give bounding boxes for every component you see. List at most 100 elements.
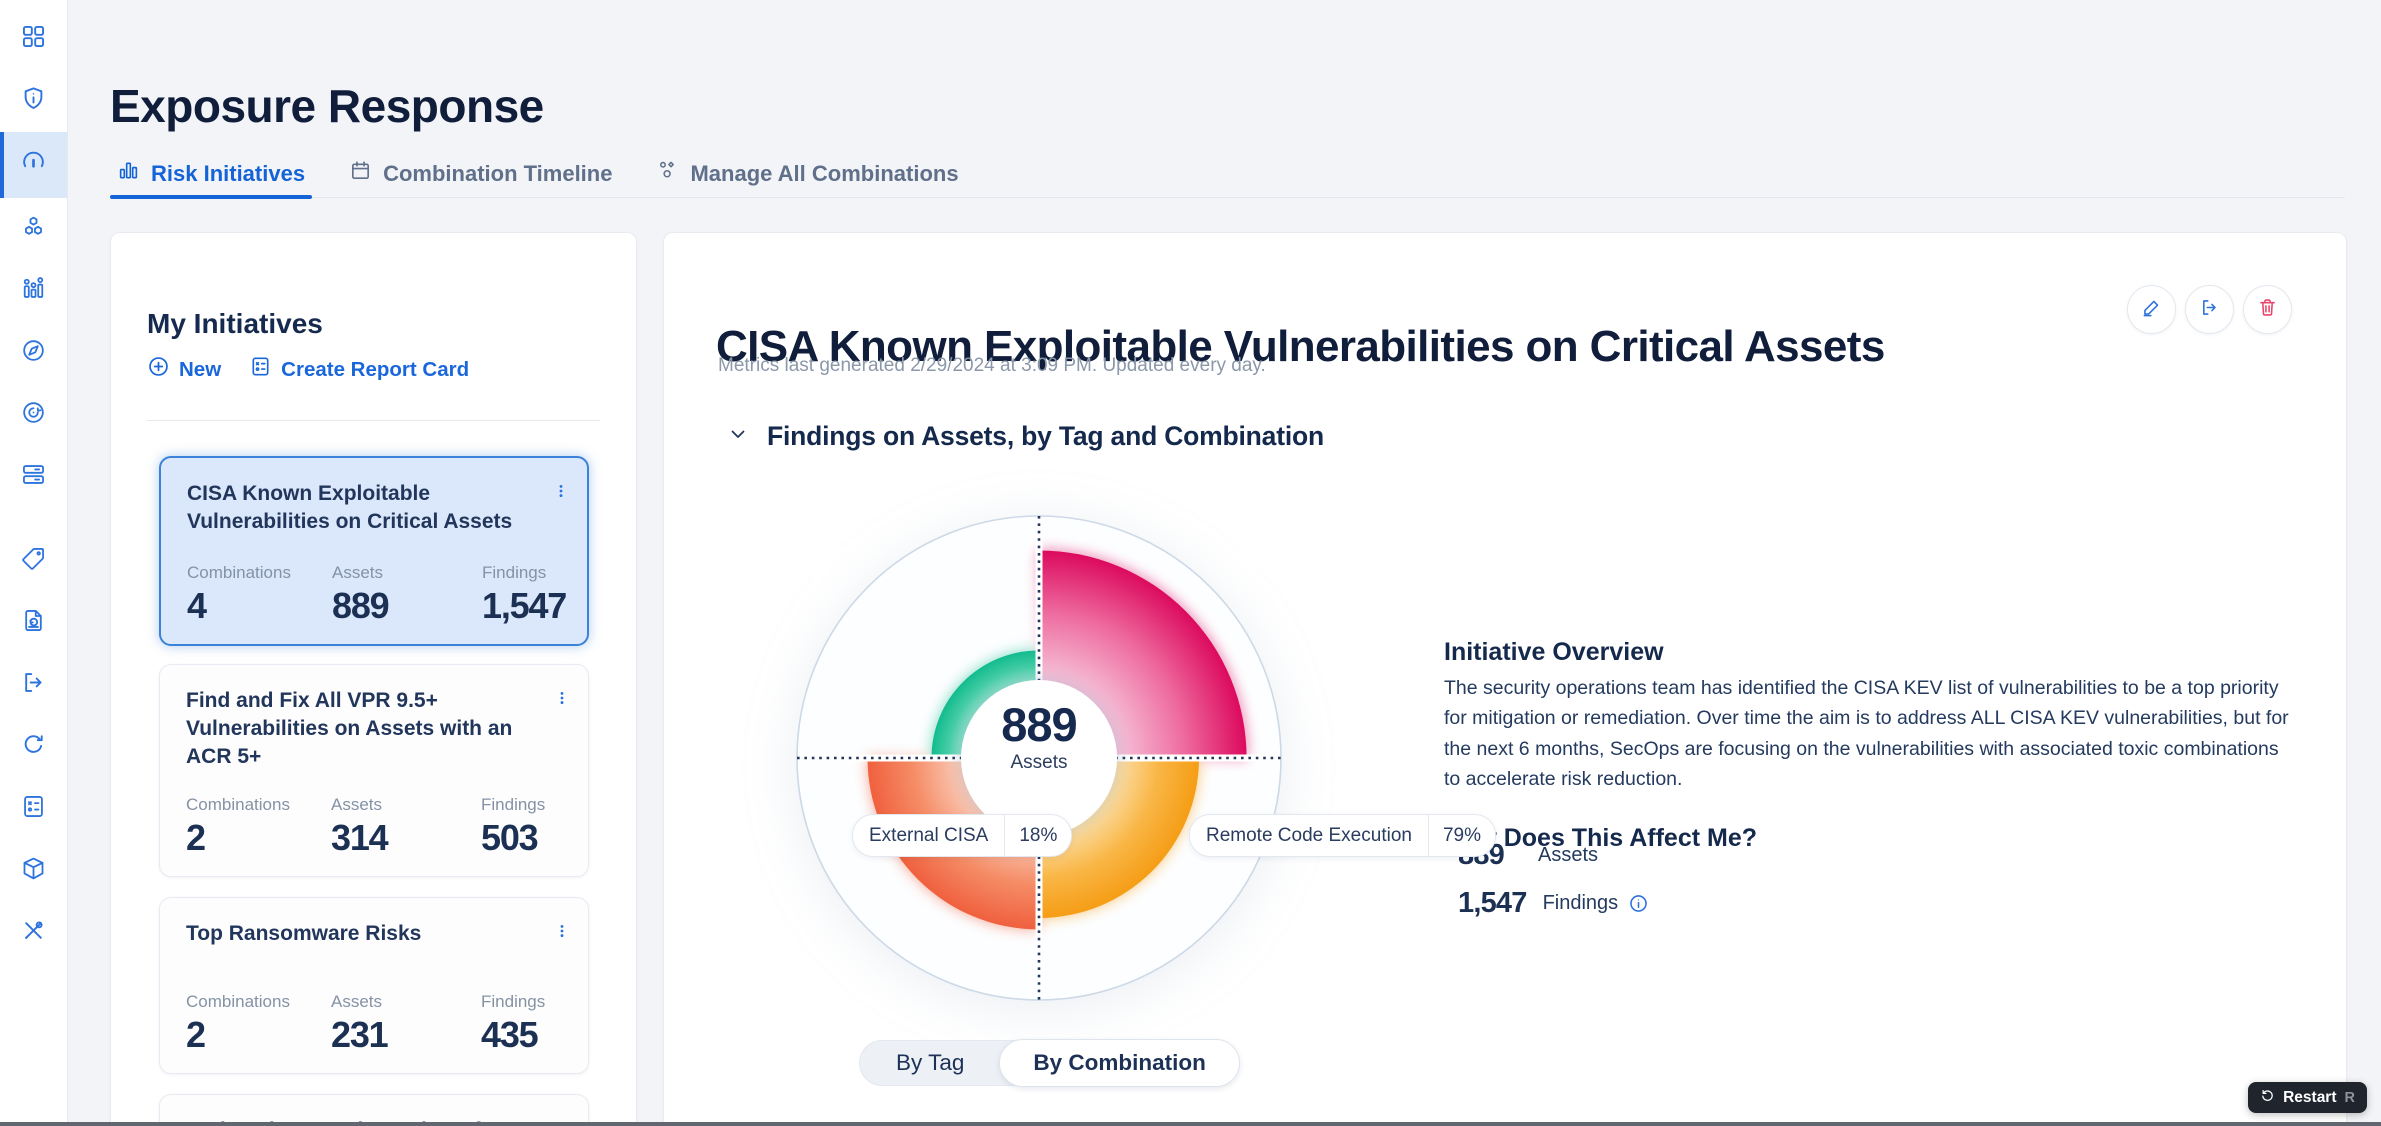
create-report-card-button[interactable]: Create Report Card xyxy=(249,355,469,384)
chevron-down-icon xyxy=(726,422,750,451)
affect-assets-label: Assets xyxy=(1538,844,1599,866)
edit-button[interactable] xyxy=(2127,285,2176,334)
sidebar-item-attack-path[interactable] xyxy=(0,198,67,260)
stat-label: Findings xyxy=(481,795,546,814)
report-card-icon xyxy=(249,355,272,384)
plus-circle-icon xyxy=(147,355,170,384)
stat-label: Combinations xyxy=(187,563,291,582)
assets-value: 314 xyxy=(331,817,389,858)
sidebar-item-tags[interactable] xyxy=(0,530,67,592)
quadrant-chart-svg xyxy=(796,515,1282,1001)
initiative-card-stats: Combinations 2 Assets 231 Findings 435 xyxy=(186,992,570,1053)
gauge-icon xyxy=(20,149,47,181)
sidebar-item-export[interactable] xyxy=(0,654,67,716)
section-title: Findings on Assets, by Tag and Combinati… xyxy=(767,421,1324,451)
toggle-by-tag[interactable]: By Tag xyxy=(896,1050,965,1075)
file-clock-icon xyxy=(20,607,47,639)
stat-label: Assets xyxy=(331,795,383,814)
assets-value: 231 xyxy=(331,1014,389,1055)
restart-label: Restart xyxy=(2283,1088,2337,1106)
tab-manage-all-combinations[interactable]: Manage All Combinations xyxy=(649,150,965,197)
segment-percent: 79% xyxy=(1427,815,1495,856)
initiative-card-stats: Combinations 2 Assets 314 Findings 503 xyxy=(186,795,570,856)
delete-button[interactable] xyxy=(2243,285,2292,334)
segment-label: Remote Code Execution xyxy=(1206,824,1412,846)
my-initiatives-panel: My Initiatives New Create Report Card CI… xyxy=(110,232,637,1126)
findings-section-header[interactable]: Findings on Assets, by Tag and Combinati… xyxy=(726,421,1324,452)
stat-label: Findings xyxy=(482,563,547,582)
tools-icon xyxy=(20,917,47,949)
bar-chart-icon xyxy=(117,159,140,188)
kebab-menu-icon[interactable] xyxy=(551,478,571,504)
new-initiative-button[interactable]: New xyxy=(147,355,221,384)
sidebar-item-settings-tools[interactable] xyxy=(0,902,67,964)
segment-pill-external-cisa[interactable]: External CISA 18% xyxy=(852,814,1073,857)
sidebar-item-assets[interactable] xyxy=(0,446,67,508)
combinations-value: 4 xyxy=(187,585,207,626)
sidebar-item-report-cards[interactable] xyxy=(0,778,67,840)
export-icon xyxy=(20,669,47,701)
combinations-value: 2 xyxy=(186,817,206,858)
page-title: Exposure Response xyxy=(110,79,544,132)
tab-label: Risk Initiatives xyxy=(151,160,306,186)
initiative-card[interactable]: CISA Known Exploitable Vulnerabilities o… xyxy=(159,456,589,646)
segment-percent: 18% xyxy=(1004,815,1071,856)
stat-label: Assets xyxy=(331,992,383,1011)
edit-pencil-icon xyxy=(2141,297,2162,323)
restart-shortcut: R xyxy=(2344,1089,2355,1106)
initiative-detail-title: CISA Known Exploitable Vulnerabilities o… xyxy=(716,321,1885,371)
affect-findings-value: 1,547 xyxy=(1458,887,1527,919)
affect-heading: How Does This Affect Me? xyxy=(1444,824,1757,852)
initiative-card[interactable]: Find and Fix All VPR 9.5+ Vulnerabilitie… xyxy=(159,664,589,877)
stat-label: Findings xyxy=(481,992,546,1011)
my-initiatives-heading: My Initiatives xyxy=(147,308,323,340)
affect-findings-label: Findings xyxy=(1542,892,1619,914)
restart-button[interactable]: Restart R xyxy=(2248,1082,2367,1113)
asset-chart-icon xyxy=(20,275,47,307)
affect-row-findings: 1,547 Findings xyxy=(1458,887,1649,920)
sidebar-item-exposure-response[interactable] xyxy=(0,132,67,198)
sidebar-item-inventory[interactable] xyxy=(0,260,67,322)
combinations-value: 2 xyxy=(186,1014,206,1055)
toggle-by-combination[interactable]: By Combination xyxy=(999,1039,1240,1087)
sidebar-item-reports[interactable] xyxy=(0,592,67,654)
report-card-icon xyxy=(20,793,47,825)
sidebar-item-findings[interactable] xyxy=(0,384,67,446)
sidebar-item-recast[interactable] xyxy=(0,716,67,778)
overview-text: The security operations team has identif… xyxy=(1444,676,2289,791)
findings-value: 435 xyxy=(481,1014,539,1055)
stat-label: Combinations xyxy=(186,992,290,1011)
overview-heading: Initiative Overview xyxy=(1444,638,1664,666)
initiative-detail-panel: CISA Known Exploitable Vulnerabilities o… xyxy=(663,232,2347,1126)
radar-icon xyxy=(20,399,47,431)
sidebar-item-packages[interactable] xyxy=(0,840,67,902)
sidebar xyxy=(0,0,68,1126)
stat-label: Assets xyxy=(332,563,384,582)
shield-info-icon xyxy=(20,85,47,117)
grid-icon xyxy=(20,23,47,55)
kebab-menu-icon[interactable] xyxy=(552,918,572,944)
sidebar-item-dashboards[interactable] xyxy=(0,8,67,70)
tab-risk-initiatives[interactable]: Risk Initiatives xyxy=(110,150,313,199)
segment-pill-remote-code-execution[interactable]: Remote Code Execution 79% xyxy=(1189,814,1496,857)
sidebar-item-exposure-view[interactable] xyxy=(0,70,67,132)
sidebar-item-explore[interactable] xyxy=(0,322,67,384)
export-button[interactable] xyxy=(2185,285,2234,334)
info-icon[interactable] xyxy=(1628,893,1649,914)
initiative-card-title: CISA Known Exploitable Vulnerabilities o… xyxy=(187,482,513,533)
kebab-menu-icon[interactable] xyxy=(552,685,572,711)
stat-label: Combinations xyxy=(186,795,290,814)
rotate-ccw-icon xyxy=(2260,1088,2275,1108)
new-label: New xyxy=(179,357,222,381)
calendar-icon xyxy=(349,159,372,188)
initiative-card[interactable]: Top Ransomware Risks Combinations 2 Asset… xyxy=(159,897,589,1074)
tab-combination-timeline[interactable]: Combination Timeline xyxy=(342,150,619,197)
metrics-note: Metrics last generated 2/29/2024 at 3:09… xyxy=(718,355,1266,376)
tab-label: Combination Timeline xyxy=(383,160,613,186)
initiative-card-title: Top Ransomware Risks xyxy=(186,922,422,945)
sidebar-divider xyxy=(0,508,67,530)
assets-value: 889 xyxy=(332,585,390,626)
tag-icon xyxy=(20,545,47,577)
hexagon-cluster-icon xyxy=(20,213,47,245)
findings-value: 1,547 xyxy=(482,585,567,626)
